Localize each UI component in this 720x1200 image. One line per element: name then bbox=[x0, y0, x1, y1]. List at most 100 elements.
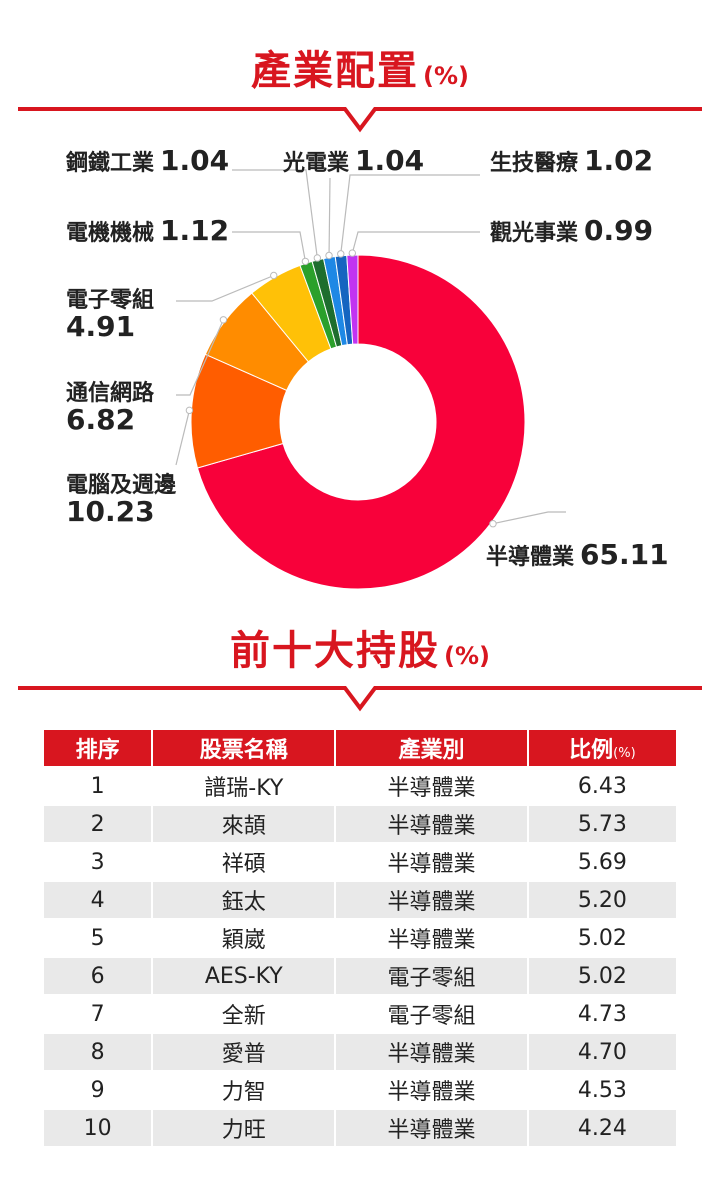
holding-ratio: 4.24 bbox=[528, 1110, 676, 1146]
leader-dot-3 bbox=[219, 316, 228, 324]
leader-line-8 bbox=[340, 174, 480, 254]
holding-industry: 半導體業 bbox=[336, 882, 527, 918]
holding-stock-name: 愛普 bbox=[153, 1034, 335, 1070]
holdings-title-rule bbox=[18, 686, 702, 712]
holding-industry: 半導體業 bbox=[336, 806, 527, 842]
slice-label-1: 半導體業 65.11 bbox=[486, 540, 669, 569]
holding-industry: 半導體業 bbox=[336, 1034, 527, 1070]
holding-industry: 半導體業 bbox=[336, 1110, 527, 1146]
holding-rank: 9 bbox=[90, 1077, 105, 1103]
holding-stock-name: 鈺太 bbox=[153, 882, 335, 918]
slice-label-value: 1.12 bbox=[160, 214, 230, 247]
leader-line-5 bbox=[232, 231, 306, 262]
leader-line-3 bbox=[176, 319, 224, 396]
holding-rank: 7 bbox=[90, 1001, 105, 1027]
holding-industry: 半導體業 bbox=[387, 928, 476, 953]
leader-line-4 bbox=[176, 274, 274, 302]
table-row: 1 譜瑞-KY 半導體業 6.43 bbox=[44, 768, 676, 804]
holding-industry: 半導體業 bbox=[387, 776, 476, 801]
leader-line-7 bbox=[328, 177, 331, 256]
header-ratio: 比例(%) bbox=[528, 730, 676, 766]
leader-line-1 bbox=[492, 511, 566, 525]
holding-ratio: 4.53 bbox=[577, 1077, 627, 1103]
holding-ratio: 5.20 bbox=[528, 882, 676, 918]
leader-dot-6 bbox=[313, 254, 322, 262]
slice-label-5: 電機機械 1.12 bbox=[66, 216, 229, 245]
holding-industry: 電子零組 bbox=[387, 1004, 476, 1029]
holding-stock-name: 來頡 bbox=[153, 806, 335, 842]
table-row: 4 鈺太 半導體業 5.20 bbox=[44, 882, 676, 918]
slice-label-value: 1.04 bbox=[160, 144, 230, 177]
slice-label-7: 光電業 1.04 bbox=[283, 146, 424, 175]
slice-label-value: 1.04 bbox=[355, 144, 425, 177]
holding-stock-name: 力智 bbox=[221, 1080, 266, 1105]
leader-dot-1 bbox=[489, 520, 497, 528]
holding-rank: 3 bbox=[90, 849, 105, 875]
slice-label-value: 1.02 bbox=[584, 144, 654, 177]
holding-rank: 1 bbox=[90, 773, 105, 799]
holding-rank: 5 bbox=[90, 925, 105, 951]
leader-dot-9 bbox=[348, 249, 357, 257]
header-rank: 排序 bbox=[44, 730, 152, 766]
holdings-title-unit: (%) bbox=[444, 642, 490, 670]
table-row: 8 愛普 半導體業 4.70 bbox=[44, 1034, 676, 1070]
table-row: 3 祥碩 半導體業 5.69 bbox=[44, 844, 676, 880]
slice-label-value: 0.99 bbox=[584, 214, 654, 247]
leader-dot-2 bbox=[185, 406, 194, 415]
holding-rank: 2 bbox=[44, 806, 152, 842]
table-row: 5 穎崴 半導體業 5.02 bbox=[44, 920, 676, 956]
holding-ratio: 5.02 bbox=[577, 925, 627, 951]
holding-rank: 8 bbox=[44, 1034, 152, 1070]
slice-label-name: 鋼鐵工業 bbox=[66, 151, 155, 176]
header-industry: 產業別 bbox=[336, 730, 527, 766]
leader-line-6 bbox=[232, 169, 318, 259]
slice-label-name: 電機機械 bbox=[66, 221, 155, 246]
holding-ratio: 5.73 bbox=[528, 806, 676, 842]
holding-ratio: 4.70 bbox=[528, 1034, 676, 1070]
industry-title-text: 產業配置 bbox=[251, 48, 419, 94]
slice-label-name: 電腦及週邊 bbox=[66, 473, 177, 498]
slice-label-value: 4.91 bbox=[66, 310, 136, 344]
header-ratio-label: 比例 bbox=[569, 738, 614, 763]
leader-dot-7 bbox=[325, 251, 333, 260]
holding-stock-name: 譜瑞-KY bbox=[204, 776, 284, 801]
slice-label-value: 65.11 bbox=[580, 538, 669, 571]
slice-label-value: 10.23 bbox=[66, 495, 155, 529]
industry-title-rule bbox=[18, 107, 702, 133]
slice-label-2: 電腦及週邊 10.23 bbox=[66, 474, 176, 526]
table-row: 7 全新 電子零組 4.73 bbox=[44, 996, 676, 1032]
holding-ratio: 5.69 bbox=[577, 849, 627, 875]
donut-slice-1 bbox=[196, 254, 526, 590]
holding-rank: 10 bbox=[44, 1110, 152, 1146]
holdings-title-text: 前十大持股 bbox=[230, 628, 440, 674]
table-row: 6 AES-KY 電子零組 5.02 bbox=[44, 958, 676, 994]
slice-label-name: 生技醫療 bbox=[490, 151, 579, 176]
header-ratio-unit: (%) bbox=[613, 746, 636, 761]
holding-industry: 半導體業 bbox=[387, 852, 476, 877]
slice-label-8: 生技醫療 1.02 bbox=[490, 146, 653, 175]
table-row: 10 力旺 半導體業 4.24 bbox=[44, 1110, 676, 1146]
holding-industry: 電子零組 bbox=[336, 958, 527, 994]
holding-rank: 4 bbox=[44, 882, 152, 918]
industry-title: 產業配置 (%) bbox=[0, 38, 720, 96]
slice-label-name: 光電業 bbox=[283, 151, 350, 176]
holding-ratio: 6.43 bbox=[577, 773, 627, 799]
holding-industry: 半導體業 bbox=[387, 1080, 476, 1105]
table-row: 9 力智 半導體業 4.53 bbox=[44, 1072, 676, 1108]
slice-label-value: 6.82 bbox=[66, 403, 136, 437]
leader-dot-4 bbox=[270, 271, 278, 280]
industry-title-unit: (%) bbox=[423, 62, 469, 90]
holding-stock-name: AES-KY bbox=[153, 958, 335, 994]
holding-ratio: 5.02 bbox=[528, 958, 676, 994]
leader-line-9 bbox=[351, 231, 480, 254]
holding-stock-name: 全新 bbox=[221, 1004, 266, 1029]
leader-dot-5 bbox=[301, 257, 310, 266]
slice-label-9: 觀光事業 0.99 bbox=[490, 216, 653, 245]
holdings-header-row: 排序 股票名稱 產業別 比例(%) bbox=[44, 730, 676, 766]
holdings-title: 前十大持股 (%) bbox=[0, 618, 720, 676]
holding-rank: 6 bbox=[44, 958, 152, 994]
holding-stock-name: 祥碩 bbox=[221, 852, 266, 877]
leader-line-2 bbox=[175, 410, 190, 466]
slice-label-3: 通信網路 6.82 bbox=[66, 382, 154, 434]
holding-stock-name: 力旺 bbox=[153, 1110, 335, 1146]
